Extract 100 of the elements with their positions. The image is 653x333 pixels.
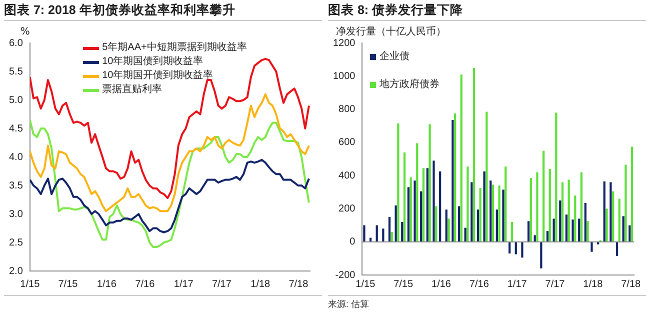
bar [548, 168, 551, 242]
bar [622, 216, 624, 242]
bar [414, 180, 416, 242]
y-tick-label: 4.0 [8, 152, 24, 163]
bar [420, 191, 422, 242]
bar [460, 74, 462, 242]
bar [590, 242, 593, 252]
bar [618, 198, 620, 242]
bar [527, 221, 530, 242]
bar [540, 242, 542, 268]
bar [552, 218, 555, 242]
y-tick-label: 3.5 [8, 180, 24, 192]
bar [624, 164, 627, 242]
bar [388, 217, 391, 242]
bar [534, 235, 536, 242]
bar [502, 190, 504, 242]
bar [504, 166, 507, 242]
bar [452, 120, 454, 242]
y-tick-label: 4.5 [8, 123, 24, 134]
y-tick-label: 0 [350, 236, 356, 248]
bar [584, 202, 586, 242]
bar [606, 208, 608, 242]
bar [580, 172, 583, 242]
bar [586, 221, 589, 242]
bar [466, 166, 469, 242]
bar [630, 146, 634, 242]
bar [479, 188, 482, 242]
bar [603, 181, 606, 242]
bar [397, 123, 400, 242]
y-tick-label: 2.0 [8, 266, 24, 277]
x-tick-label: 1/17 [507, 278, 528, 290]
legend-label: 票据直贴利率 [102, 83, 162, 97]
bar [464, 228, 466, 242]
bar [578, 218, 580, 242]
y-tick-label: 800 [338, 104, 356, 116]
y-tick-label: 1200 [332, 38, 356, 49]
x-tick-label: 7/17 [545, 278, 566, 290]
chart-title: 图表 7: 2018 年初债券收益率和利率攀升 [4, 0, 322, 21]
bar [476, 210, 480, 242]
legend-label: 地方政府债券 [379, 78, 440, 92]
bar [458, 206, 460, 242]
bar [382, 228, 384, 242]
bar [448, 218, 450, 242]
x-tick-label: 7/18 [288, 278, 309, 290]
bar [416, 143, 418, 242]
y-tick-label: 600 [338, 137, 356, 148]
bar [572, 219, 574, 242]
bar [407, 187, 410, 242]
bar [568, 180, 570, 242]
bar [363, 225, 366, 242]
x-tick-label: 1/15 [356, 278, 376, 290]
bar [445, 210, 448, 242]
y-tick-label: 5.5 [8, 66, 24, 78]
x-tick-label: 7/15 [394, 278, 414, 290]
bar [432, 160, 435, 242]
bar [514, 242, 517, 254]
legend-label: 10年期国开债到期收益率 [102, 69, 214, 83]
bar [483, 171, 486, 242]
x-tick-label: 7/17 [212, 278, 232, 290]
bar [376, 225, 378, 242]
legend-label: 5年期AA+中短期票据到期收益率 [102, 41, 247, 55]
y-tick-label: -200 [335, 270, 356, 281]
legend-label: 企业债 [379, 50, 410, 64]
bar [559, 200, 562, 242]
bar [561, 182, 564, 242]
y-tick-label: 6.0 [8, 38, 24, 49]
bar [401, 222, 404, 242]
bar [555, 112, 558, 242]
bar [610, 182, 612, 242]
bar [394, 205, 397, 242]
x-tick-label: 1/18 [583, 278, 604, 290]
y-tick-label: 1000 [332, 70, 356, 82]
bar [612, 191, 614, 242]
x-tick-label: 7/15 [58, 278, 78, 290]
y-tick-label: 200 [338, 203, 356, 214]
bar [426, 168, 428, 242]
bar [422, 168, 425, 242]
bar [403, 152, 406, 242]
x-tick-label: 1/15 [20, 278, 40, 290]
y-axis-title: 净发行量（十亿人民币） [336, 26, 446, 38]
x-tick-label: 7/16 [135, 278, 156, 290]
bar [498, 186, 500, 242]
bar [536, 172, 538, 242]
bar [490, 180, 492, 242]
bar [542, 150, 545, 242]
bar [565, 214, 568, 242]
bar [410, 177, 412, 242]
bar [470, 182, 473, 242]
x-tick-label: 1/16 [432, 278, 452, 290]
y-tick-label: 2.5 [8, 237, 24, 248]
bar [574, 195, 576, 242]
chart-title: 图表 8: 债券发行量下降 [328, 0, 646, 21]
bar [435, 206, 438, 242]
x-tick-label: 7/18 [621, 278, 642, 290]
bar [454, 113, 456, 242]
bar [492, 184, 494, 242]
bar [486, 112, 488, 242]
x-tick-label: 1/17 [174, 278, 194, 290]
bar [510, 222, 514, 242]
bar [496, 210, 498, 242]
